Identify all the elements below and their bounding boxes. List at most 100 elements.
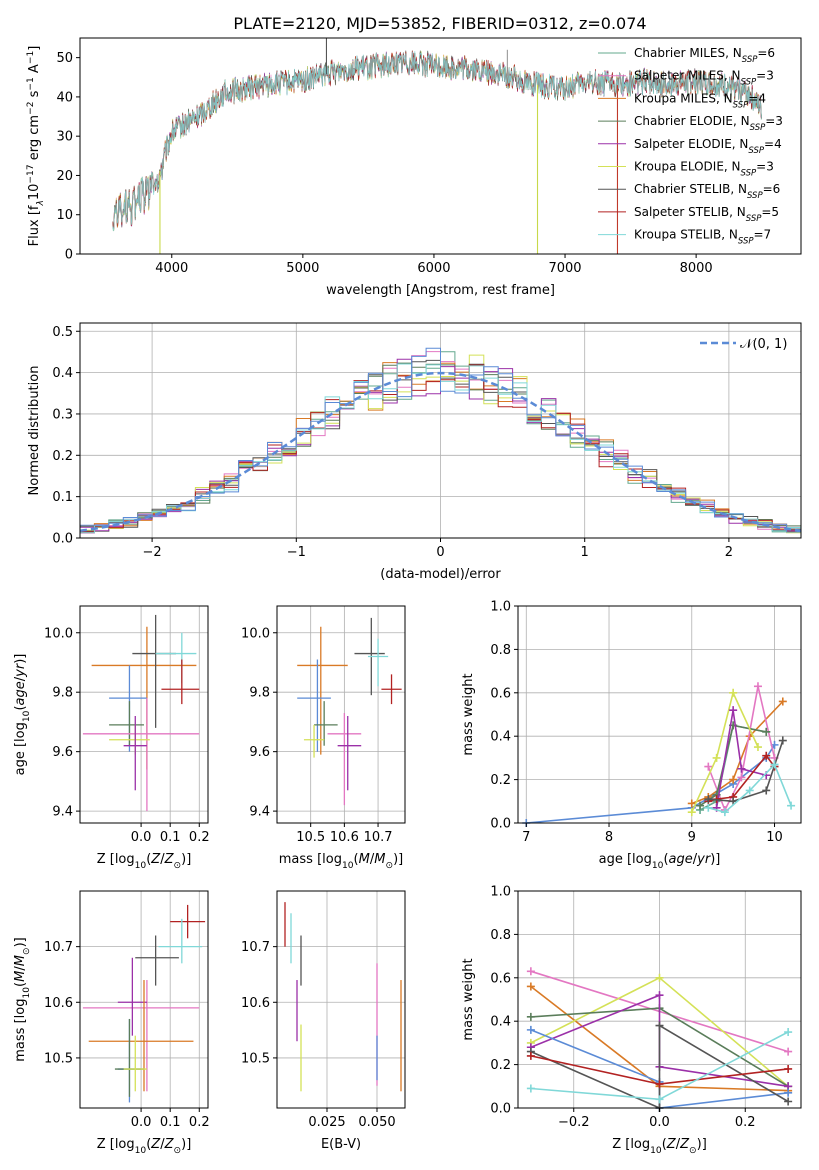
age-vs-mass-point-6 xyxy=(327,713,362,806)
weight-vs-age-xtick-label: 10 xyxy=(766,830,783,845)
mass-vs-z-ylabel-part: ( xyxy=(13,982,28,987)
weight-vs-age-ytick-label: 0.0 xyxy=(490,817,511,832)
mass-vs-z-ylabel-part: M xyxy=(13,955,28,966)
weight-vs-z-ytick-label: 1.0 xyxy=(490,885,511,900)
age-vs-z-ylabel-part: 10 xyxy=(22,710,32,722)
spectrum-ylabel-part: −1 xyxy=(26,51,36,64)
legend-ssp-count: =7 xyxy=(754,228,772,242)
mass-vs-z-ytick-label: 10.7 xyxy=(44,940,73,955)
mass-vs-z-point-1 xyxy=(158,918,203,964)
spectrum-ylabel-part: erg cm xyxy=(27,115,42,164)
age-vs-z-plot xyxy=(82,614,200,812)
normal-curve xyxy=(80,371,801,533)
spectrum-axes-ytick-label: 40 xyxy=(56,90,73,105)
mass-vs-z-xlabel-part: ⊙ xyxy=(174,1146,182,1156)
weight-vs-age-marker xyxy=(704,795,713,804)
histogram-axes-ytick-label: 0.0 xyxy=(52,532,73,547)
age-vs-mass-xtick-label: 10.6 xyxy=(330,830,359,845)
mass-vs-z-xlabel: Z [log10(Z/Z⊙)] xyxy=(97,1137,192,1156)
spectrum-axes: 4000 5000 6000 7000 8000 0 10 20 30 40 50 wavelengt… xyxy=(26,37,802,298)
weight-vs-age-marker xyxy=(737,773,746,782)
age-vs-z-ylabel-part: age xyxy=(13,681,28,705)
legend-label-8: Kroupa STELIB, NSSP=7 xyxy=(634,228,771,247)
histogram-axes-ytick-label: 0.2 xyxy=(52,449,73,464)
weight-vs-age-xlabel-part: )] xyxy=(710,852,720,867)
weight-vs-age-marker xyxy=(762,786,771,795)
legend-label-4: Salpeter ELODIE, NSSP=4 xyxy=(634,137,782,156)
spectrum-axes-ytick-label: 20 xyxy=(56,169,73,184)
weight-vs-age-marker xyxy=(770,760,779,769)
weight-vs-z-xlabel-part: Z xyxy=(666,1137,677,1152)
age-vs-mass-ytick-label: 9.6 xyxy=(249,745,270,760)
weight-vs-age-xlabel: age [log10(age/yr)] xyxy=(599,852,721,871)
age-vs-z-xlabel: Z [log10(Z/Z⊙)] xyxy=(97,852,192,871)
histogram-axes-ytick-label: 0.3 xyxy=(52,407,73,422)
weight-vs-z: −0.2 0.0 0.20.00.20.40.60.81.0Z [log10(Z/Z… xyxy=(461,885,802,1156)
weight-vs-age-xtick-label: 7 xyxy=(522,830,530,845)
spectrum-axes-xtick-label: 6000 xyxy=(417,261,450,276)
age-vs-z-xtick-label: 0.1 xyxy=(160,830,181,845)
legend-ssp-count: =6 xyxy=(757,46,775,60)
mass-vs-z-point-8 xyxy=(123,1035,147,1092)
mass-vs-z-xlabel-part: )] xyxy=(181,1137,191,1152)
mass-vs-z-xlabel-part: Z xyxy=(164,1137,175,1152)
spectrum-ylabel-part: A xyxy=(27,64,42,77)
age-vs-z-frame xyxy=(79,605,209,824)
age-vs-mass-xlabel-part: ( xyxy=(354,852,359,867)
weight-vs-z-marker xyxy=(655,973,664,982)
weight-vs-z-marker xyxy=(526,982,535,991)
legend-series-name: Chabrier STELIB, N xyxy=(634,182,747,196)
mass-vs-z-point-5 xyxy=(88,980,194,1092)
age-vs-z-point-2 xyxy=(155,632,197,684)
histogram-ylabel: Normed distribution xyxy=(27,366,42,496)
age-vs-z-ylabel-part: / xyxy=(13,676,28,681)
weight-vs-age-ytick-label: 0.8 xyxy=(490,643,511,658)
histogram-axes-xtick-label: 2 xyxy=(725,545,733,560)
mass-vs-z-xlabel-part: Z [log xyxy=(97,1137,135,1152)
weight-vs-z-plot xyxy=(526,967,793,1112)
legend-ssp-sub: SSP xyxy=(750,123,766,133)
age-vs-z-xtick-label: 0.0 xyxy=(131,830,152,845)
weight-vs-z-ytick-label: 0.2 xyxy=(490,1058,511,1073)
age-vs-z-xlabel-part: / xyxy=(160,852,165,867)
histogram-axes-ytick-label: 0.4 xyxy=(52,366,73,381)
weight-vs-z-marker xyxy=(526,1084,535,1093)
age-vs-mass-point-5 xyxy=(314,701,338,746)
age-vs-z-xlabel-part: Z [log xyxy=(97,852,135,867)
mass-vs-ebv-grid xyxy=(277,891,405,1108)
weight-vs-z-marker xyxy=(784,1047,793,1056)
histogram-axes-ytick-label: 0.5 xyxy=(52,325,73,340)
weight-vs-age-xlabel-part: / xyxy=(693,852,698,867)
weight-vs-z-xlabel-part: )] xyxy=(697,1137,707,1152)
mass-vs-z-point-0 xyxy=(170,904,206,939)
weight-vs-age-grid xyxy=(518,605,801,824)
spectrum-ylabel-part: s xyxy=(27,90,42,101)
legend-series-name: Kroupa ELODIE, N xyxy=(634,160,741,174)
age-vs-z-point-1 xyxy=(132,614,176,728)
age-vs-mass-point-3 xyxy=(381,674,402,705)
mass-vs-ebv: 0.025 0.050 10.5 10.6 10.7 E(B-V) xyxy=(241,890,406,1152)
spectrum-ylabel-part: 10 xyxy=(27,184,42,201)
weight-vs-z-marker xyxy=(526,1051,535,1060)
legend-series-name: Salpeter ELODIE, N xyxy=(634,137,748,151)
age-vs-mass-point-8 xyxy=(337,715,362,791)
mass-vs-z-ylabel-part: M xyxy=(13,971,28,982)
weight-vs-z-xtick-label: 0.0 xyxy=(649,1115,670,1130)
age-vs-z-xlabel-part: )] xyxy=(181,852,191,867)
weight-vs-age-plot xyxy=(522,682,796,827)
mass-vs-ebv-frame xyxy=(276,890,406,1109)
histogram-step-9 xyxy=(80,347,801,533)
weight-vs-z-ylabel: mass weight xyxy=(461,958,476,1040)
age-vs-z-point-3 xyxy=(161,659,200,705)
age-vs-z: 0.0 0.1 0.29.49.69.810.0Z [log10(Z/Z⊙)]age… xyxy=(13,605,210,871)
weight-vs-z-marker xyxy=(784,1028,793,1037)
spectrum-axes-xtick-label: 4000 xyxy=(155,261,188,276)
weight-vs-age-marker xyxy=(737,764,746,773)
weight-vs-age-marker xyxy=(729,688,738,697)
age-vs-mass-point-7 xyxy=(303,724,325,758)
weight-vs-z-marker xyxy=(655,991,664,1000)
legend-series-name: Chabrier ELODIE, N xyxy=(634,114,750,128)
legend-ssp-sub: SSP xyxy=(742,55,758,65)
mass-vs-z-point-4 xyxy=(117,957,147,1036)
